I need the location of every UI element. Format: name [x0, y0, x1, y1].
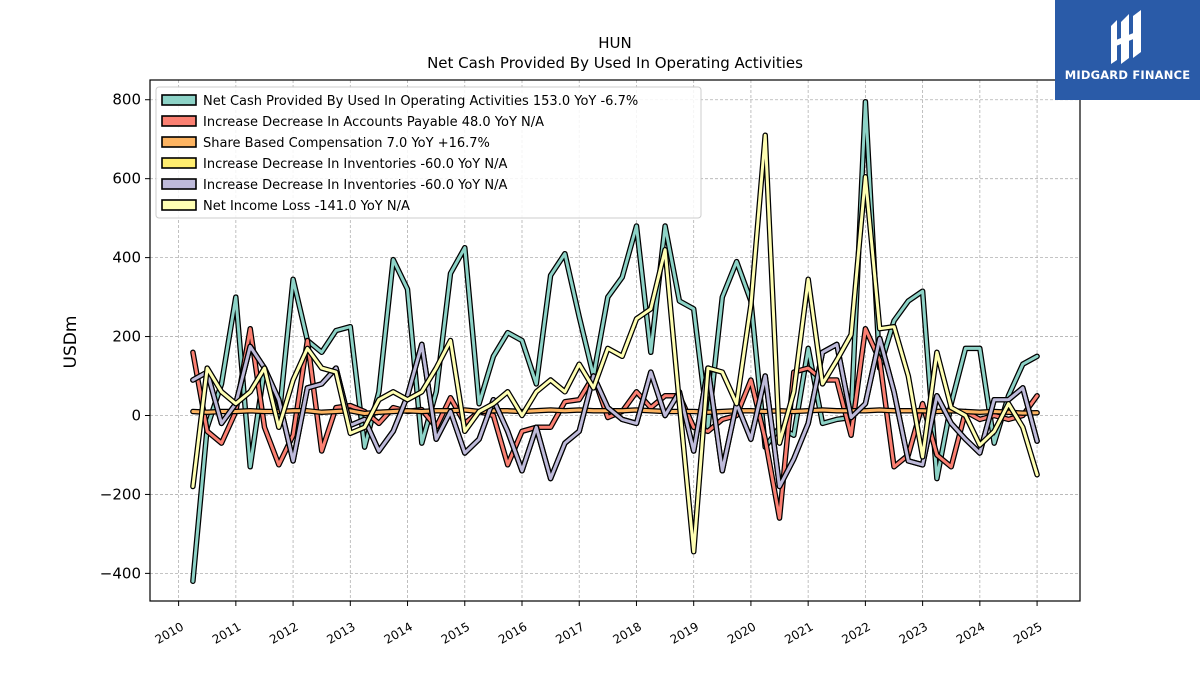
- legend-swatch: [161, 115, 197, 127]
- brand-name: MIDGARD FINANCE: [1064, 68, 1191, 82]
- legend-item: Increase Decrease In Inventories -60.0 Y…: [161, 157, 507, 172]
- legend-item: Net Income Loss -141.0 YoY N/A: [161, 199, 410, 214]
- legend: Net Cash Provided By Used In Operating A…: [155, 86, 702, 219]
- x-tick-label: 2012: [267, 619, 300, 646]
- series-line-stroke: [191, 327, 1039, 520]
- x-tick-label: 2013: [324, 619, 357, 646]
- brand-logo: MIDGARD FINANCE: [1055, 0, 1200, 100]
- legend-swatch: [161, 178, 197, 190]
- legend-label: Net Income Loss -141.0 YoY N/A: [203, 199, 410, 214]
- legend-swatch: [161, 136, 197, 148]
- series-line-1: [190, 325, 1040, 521]
- legend-label: Increase Decrease In Inventories -60.0 Y…: [203, 157, 507, 172]
- legend-item: Net Cash Provided By Used In Operating A…: [161, 94, 638, 109]
- x-tick-label: 2010: [153, 619, 186, 646]
- y-axis: −400 −200 0 200 400 600 800: [100, 91, 150, 582]
- legend-label: Increase Decrease In Accounts Payable 48…: [203, 115, 544, 130]
- x-tick-label: 2020: [725, 619, 758, 646]
- series-line-5: [190, 132, 1040, 555]
- legend-swatch: [161, 94, 197, 106]
- y-tick-label: 800: [112, 91, 141, 109]
- legend-label: Share Based Compensation 7.0 YoY +16.7%: [203, 136, 490, 151]
- legend-label: Increase Decrease In Inventories -60.0 Y…: [203, 178, 507, 193]
- chart-title: HUN: [598, 34, 631, 52]
- chart-subtitle: Net Cash Provided By Used In Operating A…: [427, 54, 803, 72]
- legend-item: Share Based Compensation 7.0 YoY +16.7%: [161, 136, 490, 151]
- plot-frame: [149, 79, 1081, 602]
- x-axis: 2010 2011 2012 2013 2014 2015 2016 2017 2018 2019…: [153, 601, 1045, 647]
- x-tick-label: 2018: [611, 619, 644, 646]
- x-tick-label: 2015: [439, 619, 472, 646]
- x-tick-label: 2025: [1011, 619, 1044, 646]
- legend-item: Increase Decrease In Accounts Payable 48…: [161, 115, 544, 130]
- y-tick-label: 200: [112, 328, 141, 346]
- y-tick-label: −400: [100, 564, 141, 582]
- y-tick-label: 0: [131, 406, 141, 424]
- series-line-0: [190, 98, 1040, 585]
- x-tick-label: 2014: [382, 619, 415, 646]
- legend-box: [155, 86, 702, 219]
- legend-item: Increase Decrease In Inventories -60.0 Y…: [161, 178, 507, 193]
- series-line-stroke: [191, 133, 1039, 554]
- x-tick-label: 2023: [897, 619, 930, 646]
- y-axis-label: USDm: [61, 316, 81, 369]
- legend-swatch: [161, 199, 197, 211]
- y-tick-label: −200: [100, 485, 141, 503]
- x-tick-label: 2017: [553, 619, 586, 646]
- x-tick-label: 2019: [668, 619, 701, 646]
- x-tick-label: 2022: [839, 619, 872, 646]
- series-line-stroke: [191, 100, 1039, 583]
- x-tick-label: 2021: [782, 619, 815, 646]
- legend-label: Net Cash Provided By Used In Operating A…: [203, 94, 638, 109]
- y-tick-label: 400: [112, 249, 141, 267]
- x-tick-label: 2016: [496, 619, 529, 646]
- series-layer: [190, 98, 1040, 585]
- midgard-logo-icon: [1111, 10, 1141, 64]
- y-tick-label: 600: [112, 170, 141, 188]
- x-tick-label: 2024: [954, 619, 987, 646]
- x-tick-label: 2011: [210, 619, 243, 646]
- legend-swatch: [161, 157, 197, 169]
